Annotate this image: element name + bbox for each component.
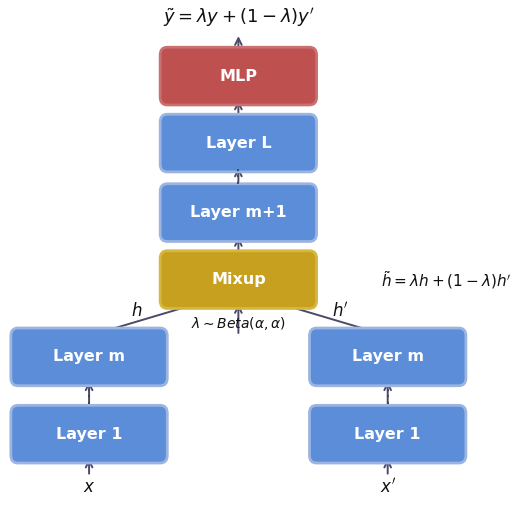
FancyBboxPatch shape (160, 251, 317, 308)
Text: ⋮: ⋮ (80, 388, 98, 406)
FancyBboxPatch shape (11, 405, 167, 463)
Text: Layer 1: Layer 1 (355, 427, 421, 442)
Text: $x$: $x$ (83, 478, 95, 496)
FancyBboxPatch shape (309, 405, 466, 463)
Text: $\lambda{\sim}Beta(\alpha,\alpha)$: $\lambda{\sim}Beta(\alpha,\alpha)$ (191, 315, 286, 332)
Text: $h$: $h$ (131, 301, 142, 320)
Text: ⋮: ⋮ (379, 388, 397, 406)
FancyBboxPatch shape (160, 114, 317, 172)
Text: Layer m: Layer m (53, 350, 125, 364)
Text: Layer m+1: Layer m+1 (190, 205, 287, 220)
Text: ⋮: ⋮ (229, 168, 247, 186)
Text: $x'$: $x'$ (380, 477, 396, 496)
Text: Layer m: Layer m (352, 350, 424, 364)
FancyBboxPatch shape (309, 328, 466, 386)
Text: Layer 1: Layer 1 (56, 427, 123, 442)
Text: Mixup: Mixup (211, 272, 266, 287)
Text: $h'$: $h'$ (332, 301, 349, 320)
Text: $\tilde{h} = \lambda h + (1-\lambda)h'$: $\tilde{h} = \lambda h + (1-\lambda)h'$ (381, 269, 511, 291)
Text: Layer L: Layer L (206, 136, 271, 151)
FancyBboxPatch shape (160, 184, 317, 241)
Text: $\tilde{y} = \lambda y + (1-\lambda)y'$: $\tilde{y} = \lambda y + (1-\lambda)y'$ (163, 7, 314, 29)
FancyBboxPatch shape (160, 47, 317, 105)
Text: MLP: MLP (219, 68, 257, 83)
FancyBboxPatch shape (11, 328, 167, 386)
